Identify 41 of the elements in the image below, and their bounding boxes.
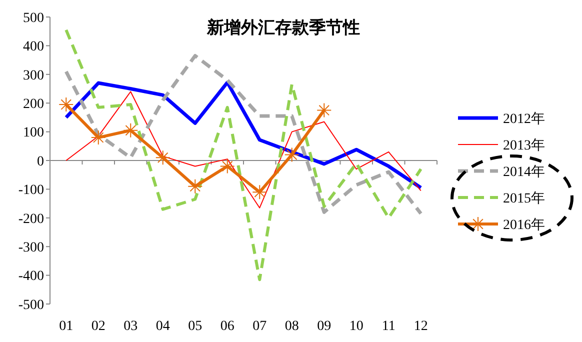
x-tick-label: 06 (220, 319, 234, 334)
y-tick-label: -300 (18, 240, 44, 256)
y-tick-label: 100 (23, 126, 44, 141)
line-series (66, 91, 422, 208)
y-tick-label: -500 (18, 298, 44, 313)
x-tick-label: 01 (59, 319, 74, 334)
point (58, 97, 74, 112)
y-tick-label: 300 (23, 68, 44, 84)
y-tick-label: -400 (18, 269, 44, 284)
legend-label: 2014年 (503, 164, 545, 180)
x-tick-label: 10 (349, 319, 364, 334)
point (220, 158, 235, 174)
point (284, 147, 300, 162)
x-tick-label: 09 (317, 319, 332, 334)
point (252, 184, 268, 200)
y-tick-label: 500 (23, 10, 44, 26)
y-tick-label: -100 (18, 183, 44, 198)
point (90, 130, 106, 146)
y-tick-label: -200 (18, 212, 44, 227)
x-tick-label: 08 (284, 319, 299, 334)
point (188, 178, 203, 194)
line-series (64, 80, 423, 190)
chart-title: 新增外汇存款季节性 (206, 18, 360, 38)
x-tick-label: 02 (91, 319, 106, 334)
point (123, 122, 138, 138)
point (316, 102, 332, 118)
y-tick-label: 400 (23, 40, 44, 55)
x-tick-label: 05 (188, 319, 202, 334)
x-tick-label: 07 (252, 319, 267, 334)
y-tick-label: 200 (23, 97, 44, 112)
legend-label: 2012年 (503, 110, 545, 127)
x-tick-label: 12 (414, 319, 428, 334)
x-tick-label: 11 (382, 319, 396, 334)
x-tick-label: 04 (156, 319, 170, 334)
y-tick-label: 0 (37, 154, 44, 170)
x-tick-label: 03 (124, 319, 138, 334)
legend-label: 2013年 (503, 137, 545, 154)
legend-label: 2016年 (503, 216, 545, 233)
legend-label: 2015年 (503, 190, 545, 206)
line-series (64, 54, 423, 216)
point (155, 150, 170, 166)
